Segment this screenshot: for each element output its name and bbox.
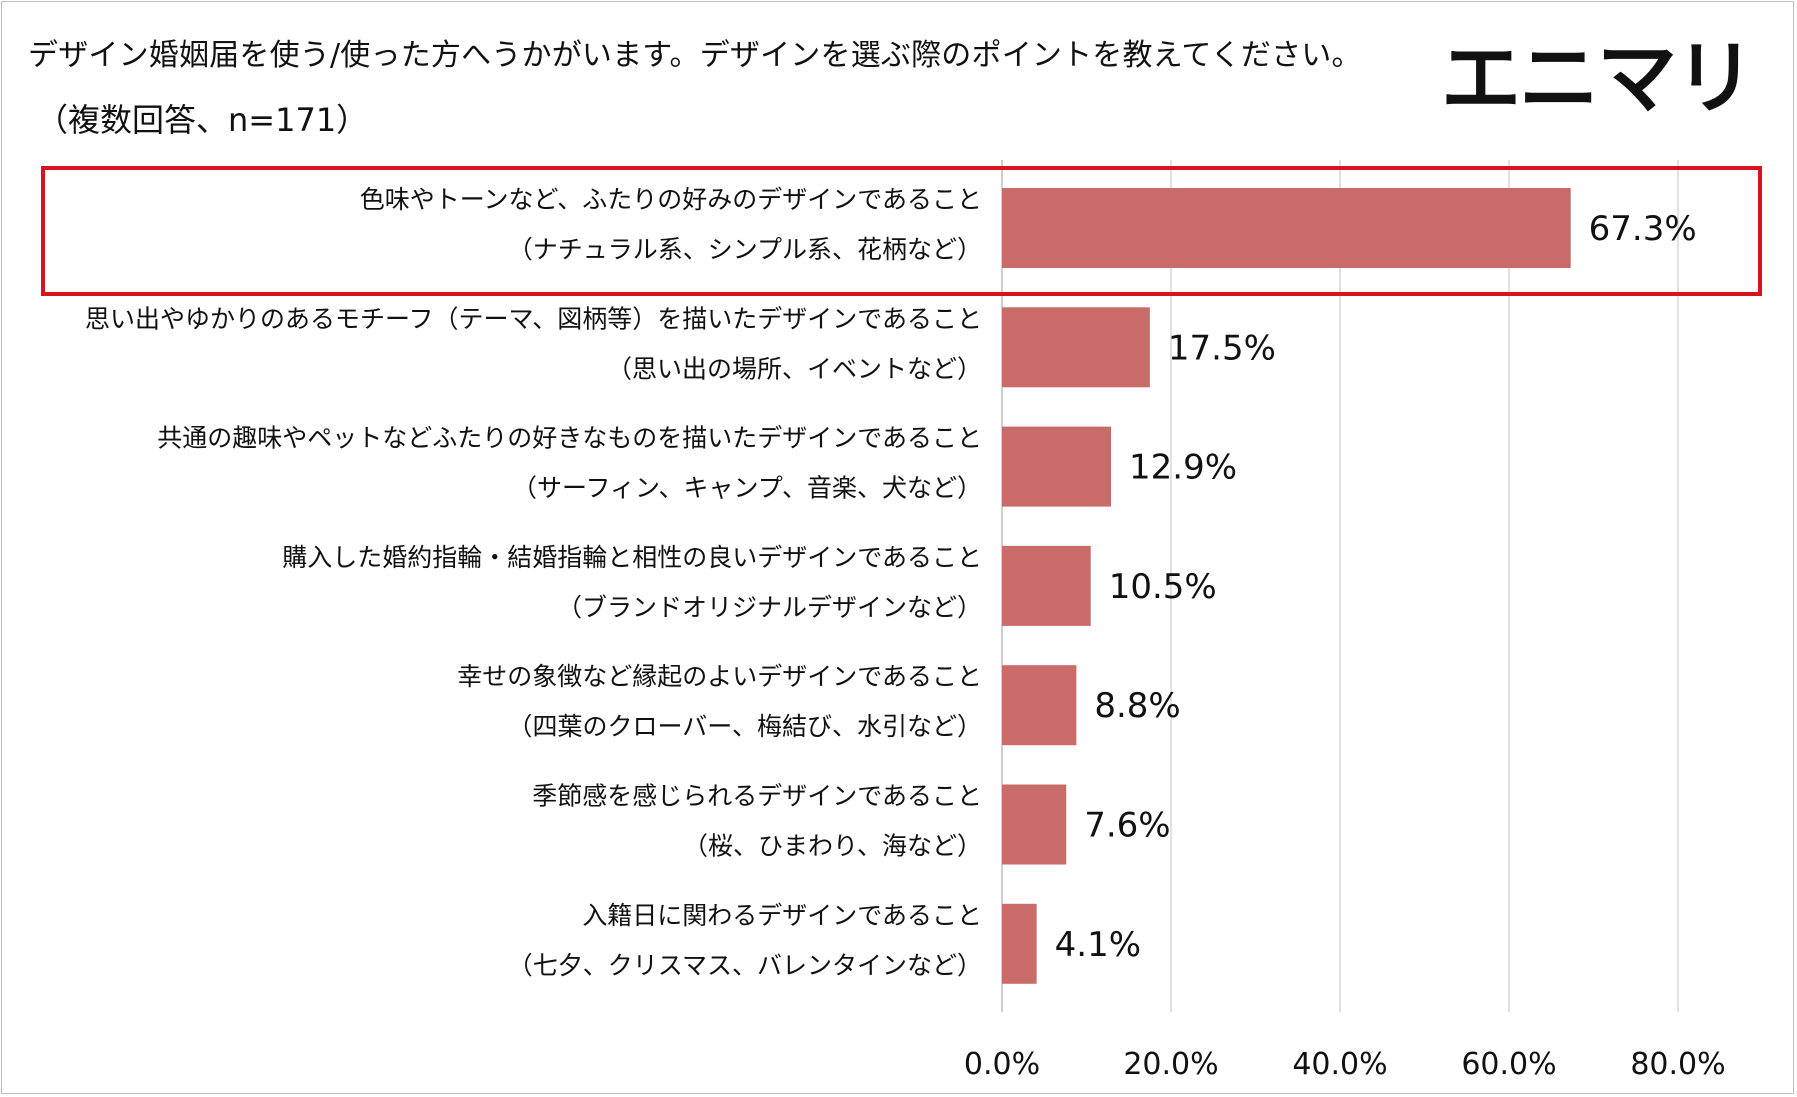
category-label: （七夕、クリスマス、バレンタインなど） [508, 951, 982, 980]
brand-logo: エニマリ [1441, 32, 1755, 125]
bar [1002, 784, 1067, 865]
category-label: 購入した婚約指輪・結婚指輪と相性の良いデザインであること [282, 543, 982, 572]
data-label: 10.5% [1109, 567, 1217, 607]
category-label: （サーフィン、キャンプ、音楽、犬など） [512, 474, 982, 503]
bar [1002, 307, 1150, 388]
category-label: （四葉のクローバー、梅結び、水引など） [507, 712, 982, 741]
category-label: 幸せの象徴など縁起のよいデザインであること [457, 662, 982, 691]
category-label: 共通の趣味やペットなどふたりの好きなものを描いたデザインであること [157, 424, 982, 453]
category-label: （思い出の場所、イベントなど） [607, 354, 982, 383]
x-tick-label: 80.0% [1630, 1047, 1725, 1082]
x-tick-label: 20.0% [1123, 1047, 1218, 1082]
data-label: 67.3% [1589, 209, 1697, 249]
category-label: 思い出やゆかりのあるモチーフ（テーマ、図柄等）を描いたデザインであること [85, 304, 982, 333]
bar [1002, 545, 1091, 626]
data-label: 17.5% [1168, 328, 1276, 368]
bar [1002, 903, 1037, 984]
x-tick-label: 0.0% [964, 1047, 1040, 1082]
chart-title: デザイン婚姻届を使う/使った方へうかがいます。デザインを選ぶ際のポイントを教えて… [28, 38, 1362, 73]
bar [1002, 665, 1077, 746]
highlight-box [41, 166, 1762, 296]
bar [1002, 426, 1112, 507]
category-label: 色味やトーンなど、ふたりの好みのデザインであること [360, 185, 982, 214]
data-label: 8.8% [1094, 686, 1180, 726]
category-label: （ブランドオリジナルデザインなど） [557, 593, 982, 622]
data-label: 12.9% [1129, 448, 1237, 488]
x-tick-label: 60.0% [1461, 1047, 1556, 1082]
bar [1002, 188, 1571, 268]
category-label: 入籍日に関わるデザインであること [582, 901, 982, 930]
category-label: （ナチュラル系、シンプル系、花柄など） [508, 235, 982, 264]
x-tick-label: 40.0% [1292, 1047, 1387, 1082]
chart-subtitle: （複数回答、n=171） [36, 101, 369, 139]
data-label: 7.6% [1084, 806, 1170, 846]
category-label: 季節感を感じられるデザインであること [532, 782, 982, 811]
data-label: 4.1% [1055, 925, 1141, 965]
category-label: （桜、ひまわり、海など） [683, 832, 982, 861]
